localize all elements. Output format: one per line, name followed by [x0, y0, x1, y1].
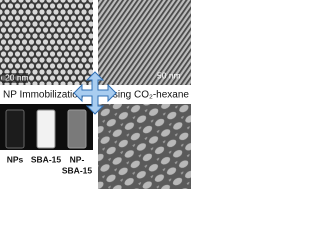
page: 20 nm 50 nm NP Immobilization using CO₂-… [0, 0, 191, 189]
tem-image-channels [98, 0, 191, 85]
vial [36, 109, 56, 149]
vial [67, 109, 87, 149]
sample-label: SBA-15 [31, 154, 62, 164]
caption-right: using CO₂-hexane [107, 90, 189, 101]
four-way-arrow [73, 71, 117, 115]
scale-bar-label: 20 nm [5, 72, 29, 82]
scale-bar-label: 50 nm [157, 70, 181, 80]
vial [5, 109, 25, 149]
graphic: 20 nm 50 nm NP Immobilization using CO₂-… [0, 0, 191, 189]
sample-label: NP- [70, 154, 85, 164]
sample-label: NPs [7, 154, 24, 164]
tem-image-pores [0, 0, 93, 85]
tem-image-nanoparticles [98, 104, 191, 189]
scale-bg [2, 73, 28, 83]
label-area [0, 150, 93, 189]
sample-label: SBA-15 [62, 165, 93, 175]
caption-left: NP Immobilization [3, 90, 83, 101]
